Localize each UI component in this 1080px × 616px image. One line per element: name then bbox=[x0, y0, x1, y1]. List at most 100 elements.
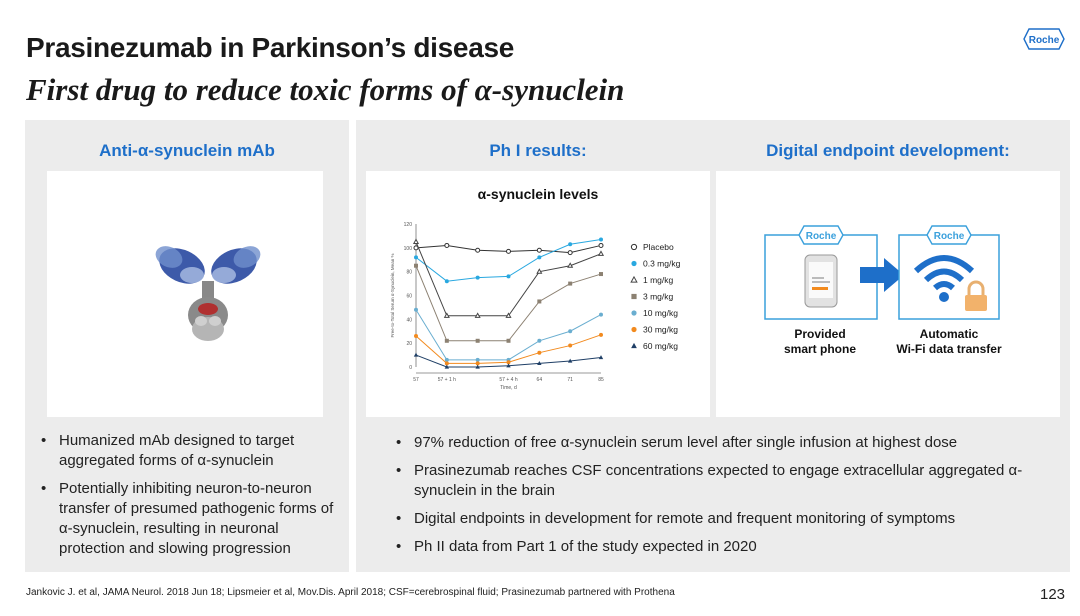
data-point bbox=[475, 338, 480, 343]
data-point bbox=[597, 250, 605, 256]
roche-logo-text: Roche bbox=[1029, 35, 1060, 46]
data-point bbox=[568, 242, 573, 247]
data-point bbox=[475, 247, 481, 253]
antibody-image-card bbox=[47, 171, 323, 417]
data-point bbox=[474, 312, 481, 318]
left-panel-heading: Anti-α-synuclein mAb bbox=[99, 141, 275, 160]
x-tick-label: 57 bbox=[413, 377, 419, 383]
data-point bbox=[568, 329, 573, 334]
legend-label: 10 mg/kg bbox=[643, 308, 678, 318]
legend-label: 3 mg/kg bbox=[643, 292, 674, 302]
page-number: 123 bbox=[1040, 586, 1066, 603]
y-axis-label: Free-to-Total Serum α-Synuclein, Mean % bbox=[390, 254, 395, 338]
data-point bbox=[475, 364, 480, 369]
y-tick-label: 40 bbox=[406, 317, 412, 323]
legend-label: 1 mg/kg bbox=[643, 275, 674, 285]
roche-logo-icon: Roche bbox=[1023, 28, 1065, 50]
data-point bbox=[444, 364, 450, 369]
data-point bbox=[412, 238, 420, 244]
data-point bbox=[475, 361, 480, 366]
roche-logo-text: Roche bbox=[934, 231, 965, 242]
chart-card: α-synuclein levels 0 20 40 60 80 100 120 57 57 + … bbox=[366, 171, 710, 417]
y-tick-label: 60 bbox=[406, 294, 412, 300]
arrow-right-icon bbox=[860, 258, 904, 292]
alpha-synuclein-chart: α-synuclein levels 0 20 40 60 80 100 120 57 57 + … bbox=[390, 186, 681, 391]
data-point bbox=[537, 361, 542, 366]
x-tick-label: 71 bbox=[567, 377, 573, 383]
data-point bbox=[444, 242, 450, 248]
data-point bbox=[444, 361, 449, 366]
list-item: • Ph II data from Part 1 of the study exp… bbox=[396, 538, 757, 555]
data-point bbox=[506, 274, 511, 279]
data-point bbox=[599, 237, 603, 242]
data-point bbox=[475, 275, 480, 280]
data-point bbox=[568, 343, 573, 348]
data-point bbox=[567, 262, 574, 268]
wifi-label: Automatic Wi-Fi data transfer bbox=[896, 327, 1002, 356]
chart-title: α-synuclein levels bbox=[478, 186, 599, 202]
data-point bbox=[537, 338, 542, 343]
x-axis-label: Time, d bbox=[500, 385, 517, 391]
left-bullet-list: • Humanized mAb designed to target aggreg… bbox=[39, 431, 339, 567]
footer-citation: Jankovic J. et al, JAMA Neurol. 2018 Jun… bbox=[26, 587, 675, 598]
data-point bbox=[598, 355, 604, 360]
roche-logo-text: Roche bbox=[806, 231, 837, 242]
data-point bbox=[536, 268, 543, 274]
list-item: • Potentially inhibiting neuron-to-neuron… bbox=[41, 480, 334, 557]
data-point bbox=[567, 358, 573, 363]
x-tick-label: 64 bbox=[537, 377, 543, 383]
results-bullet-list: • 97% reduction of free α-synuclein serum… bbox=[394, 433, 1054, 565]
middle-panel-heading: Ph I results: bbox=[489, 141, 587, 160]
y-tick-label: 0 bbox=[409, 365, 412, 371]
data-point bbox=[506, 338, 511, 343]
data-point bbox=[631, 293, 637, 300]
data-point bbox=[413, 352, 419, 357]
y-tick-label: 100 bbox=[404, 246, 413, 252]
data-point bbox=[537, 299, 542, 304]
legend-label: 0.3 mg/kg bbox=[643, 259, 681, 269]
data-point bbox=[506, 363, 511, 368]
slide-title: Prasinezumab in Parkinson’s disease bbox=[26, 32, 515, 63]
data-point bbox=[631, 310, 637, 316]
data-point bbox=[567, 250, 573, 256]
data-point bbox=[414, 263, 418, 268]
list-item: • Humanized mAb designed to target aggreg… bbox=[41, 432, 295, 469]
data-point bbox=[599, 312, 603, 317]
x-tick-label: 57 + 4 h bbox=[499, 377, 517, 383]
phone-label: Provided smart phone bbox=[783, 327, 856, 356]
left-panel: Anti-α-synuclein mAb • Humanized mAb desi… bbox=[25, 120, 349, 572]
antibody-molecule-icon bbox=[155, 246, 261, 341]
legend-label: Placebo bbox=[643, 242, 674, 252]
data-point bbox=[631, 260, 637, 267]
data-point bbox=[444, 357, 449, 362]
y-tick-label: 120 bbox=[404, 222, 413, 228]
data-point bbox=[537, 255, 542, 260]
data-point bbox=[414, 307, 418, 312]
data-point bbox=[536, 247, 542, 253]
data-point bbox=[414, 334, 418, 339]
digital-endpoint-card: Roche Roche bbox=[716, 171, 1060, 417]
data-point bbox=[599, 272, 603, 277]
legend-label: 60 mg/kg bbox=[643, 341, 678, 351]
x-tick-label: 85 bbox=[598, 377, 604, 383]
y-tick-label: 80 bbox=[406, 270, 412, 276]
right-panel-heading: Digital endpoint development: bbox=[766, 141, 1010, 160]
data-point bbox=[631, 326, 637, 333]
data-point bbox=[444, 338, 449, 343]
y-tick-label: 20 bbox=[406, 341, 412, 347]
wifi-box: Roche bbox=[898, 225, 1000, 320]
data-point bbox=[443, 312, 450, 318]
phone-box: Roche bbox=[764, 225, 878, 320]
data-point bbox=[631, 342, 637, 349]
data-point bbox=[506, 360, 511, 365]
data-point bbox=[505, 312, 512, 318]
legend-label: 30 mg/kg bbox=[643, 325, 678, 335]
slide-subtitle: First drug to reduce toxic forms of α-sy… bbox=[26, 72, 625, 107]
data-point bbox=[475, 357, 480, 362]
wifi-icon bbox=[913, 255, 975, 302]
list-item: • Digital endpoints in development for re… bbox=[396, 510, 956, 527]
data-point bbox=[598, 242, 604, 248]
data-point bbox=[599, 332, 603, 337]
data-point bbox=[414, 255, 418, 260]
data-point bbox=[444, 279, 449, 284]
